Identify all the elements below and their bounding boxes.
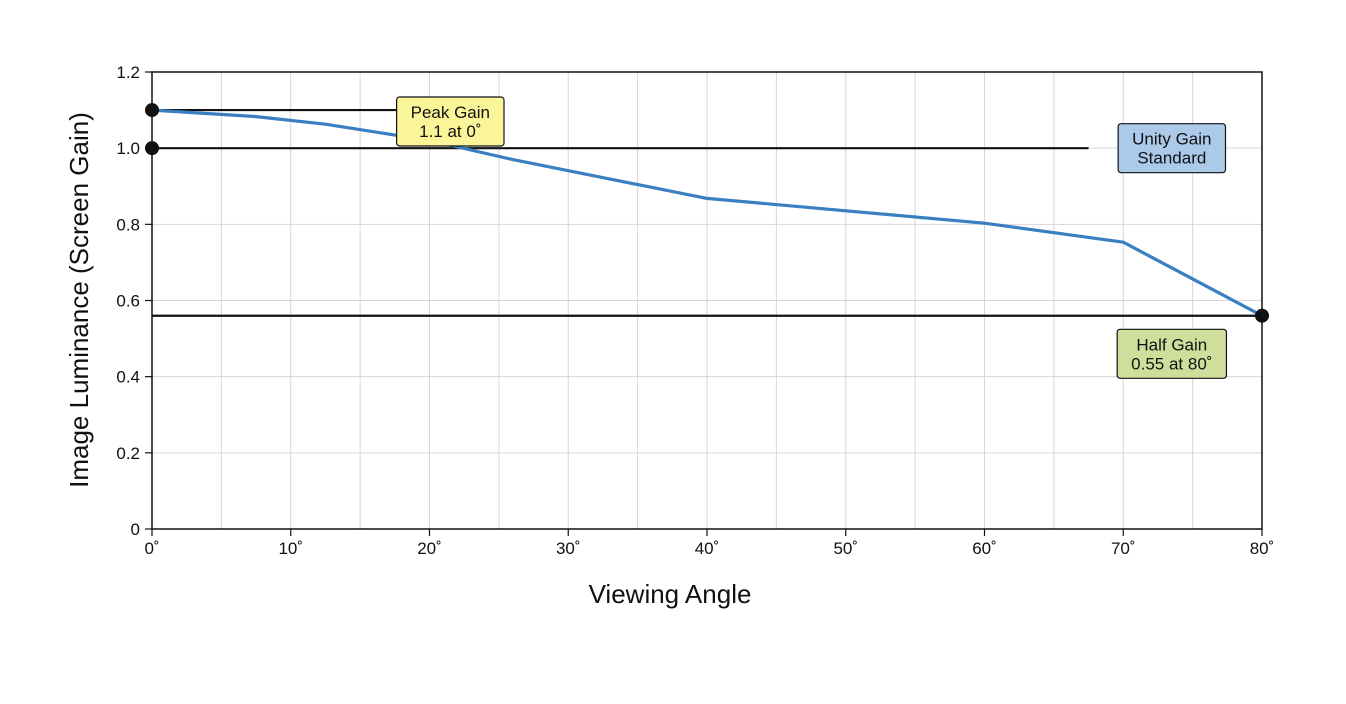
x-tick-label: 60˚ xyxy=(972,539,997,558)
y-tick-label: 0.8 xyxy=(116,215,140,234)
series-line xyxy=(151,108,1263,318)
x-tick-label: 10˚ xyxy=(278,539,303,558)
callout-text: Peak Gain xyxy=(411,103,490,122)
callout-text: 1.1 at 0˚ xyxy=(419,122,481,141)
series xyxy=(151,108,1263,318)
y-tick-label: 0.4 xyxy=(116,368,140,387)
callout-text: 0.55 at 80˚ xyxy=(1131,354,1212,373)
data-point-marker xyxy=(1255,308,1269,323)
x-ticks: 0˚ 10˚ 20˚ 30˚ 40˚ 50˚ 60˚ 70˚ 80˚ xyxy=(144,529,1274,558)
callout-background xyxy=(1117,123,1227,174)
y-tick-label: 1.2 xyxy=(116,63,140,82)
x-tick-label: 30˚ xyxy=(556,539,581,558)
y-axis-title: Image Luminance (Screen Gain) xyxy=(64,112,94,488)
y-tick-label: 1.0 xyxy=(116,139,140,158)
x-tick-label: 50˚ xyxy=(833,539,858,558)
x-tick-label: 70˚ xyxy=(1111,539,1136,558)
callout-background xyxy=(396,96,505,147)
y-tick-label: 0.6 xyxy=(116,292,140,311)
callout-background xyxy=(1116,328,1228,379)
x-tick-label: 80˚ xyxy=(1250,539,1275,558)
grid xyxy=(151,71,1263,530)
y-tick-label: 0 xyxy=(131,520,140,539)
x-tick-label: 0˚ xyxy=(144,539,159,558)
callout-text: Half Gain xyxy=(1136,335,1207,354)
x-tick-label: 20˚ xyxy=(417,539,442,558)
data-point-marker xyxy=(145,103,159,118)
x-tick-label: 40˚ xyxy=(695,539,720,558)
markers xyxy=(145,103,1269,323)
y-tick-label: 0.2 xyxy=(116,444,140,463)
callout-text: Unity Gain xyxy=(1132,130,1211,149)
callout-text: Standard xyxy=(1137,149,1206,168)
y-ticks: 0 0.2 0.4 0.6 0.8 1.0 1.2 xyxy=(116,63,152,539)
reference-lines xyxy=(152,108,1262,317)
x-axis-title: Viewing Angle xyxy=(589,579,752,609)
